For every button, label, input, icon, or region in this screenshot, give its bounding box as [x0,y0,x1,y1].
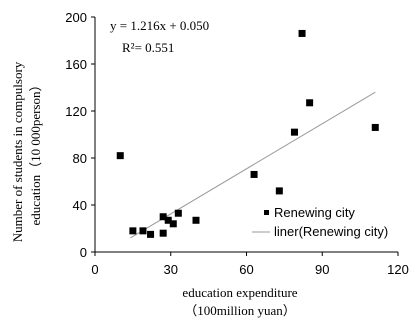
data-point [174,209,182,217]
y-axis-label: Number of students in compulsory [10,61,25,242]
data-point [298,29,306,37]
x-tick-label: 0 [91,262,98,277]
y-tick-label: 0 [80,245,87,260]
data-point [147,230,155,238]
y-tick-label: 160 [65,57,87,72]
y-tick-label: 120 [65,104,87,119]
y-tick-label: 80 [73,151,87,166]
x-tick-label: 120 [387,262,409,277]
x-axis-label: education expenditure [182,285,297,300]
data-point [116,152,124,160]
x-tick-label: 90 [315,262,329,277]
data-point [250,170,258,178]
legend-points-label: Renewing city [274,205,355,220]
data-point [164,216,172,224]
legend: Renewing city liner(Renewing city) [252,205,388,239]
data-point [139,227,147,235]
trendline [130,91,376,239]
data-point [159,213,167,221]
data-point [275,187,283,195]
tick-labels: 0 40 80 120 160 200 0 30 60 90 120 [65,10,409,277]
data-point [192,216,200,224]
x-tick-label: 30 [164,262,178,277]
r-squared-label: R²= 0.551 [122,40,174,55]
data-point [371,123,379,131]
y-tick-label: 40 [73,198,87,213]
axes [91,16,399,256]
data-points [116,29,379,238]
trendline-layer [130,91,376,239]
data-point [290,128,298,136]
legend-line-label: liner(Renewing city) [274,224,388,239]
x-tick-label: 60 [239,262,253,277]
data-point [129,227,137,235]
data-point [306,99,314,107]
regression-equation: y = 1.216x + 0.050 [110,18,209,33]
legend-point-marker [264,210,269,215]
data-point [159,229,167,237]
data-point [169,220,177,228]
y-tick-label: 200 [65,10,87,25]
y-axis-label-line2: education（10 000person） [28,79,43,226]
x-axis-unit: （100million yuan） [184,303,296,318]
